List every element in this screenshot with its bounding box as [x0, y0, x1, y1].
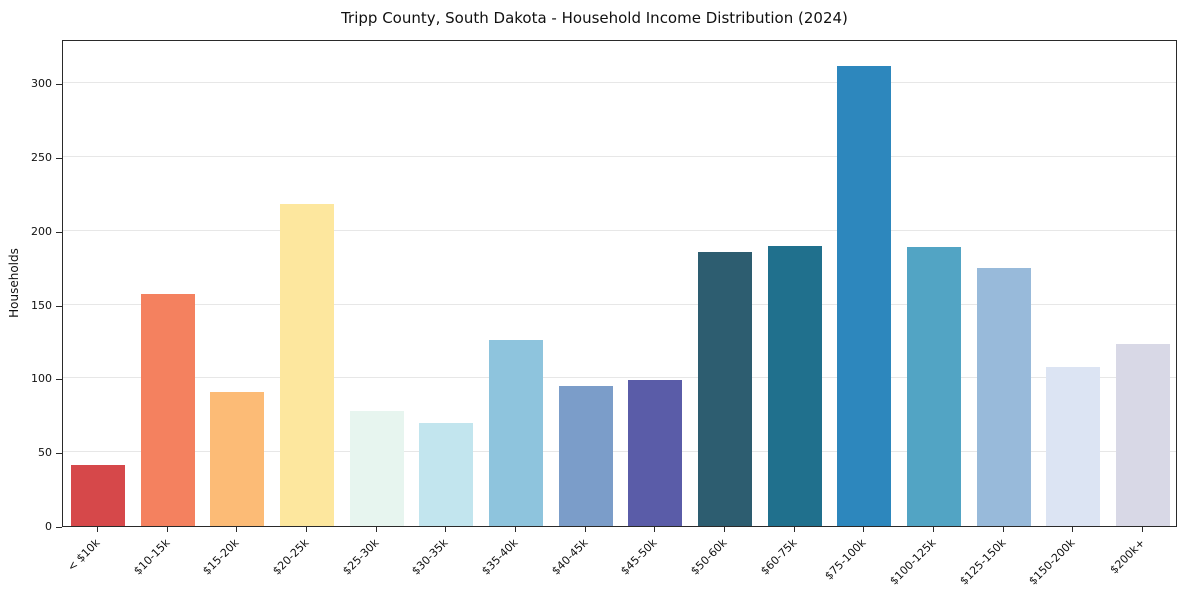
ytick-mark-200 [56, 232, 62, 233]
bar-$125-150k [977, 268, 1031, 526]
bar-$10-15k [141, 294, 195, 526]
gridline-y-300 [63, 82, 1176, 84]
ytick-label-200: 200 [31, 225, 52, 238]
ytick-label-250: 250 [31, 151, 52, 164]
bar-$45-50k [628, 380, 682, 526]
bar-$40-45k [559, 386, 613, 526]
ytick-label-50: 50 [38, 446, 52, 459]
xtick-mark-$50-60k [724, 527, 725, 532]
bar-< $10k [71, 465, 125, 526]
xtick-mark-$200k+ [1142, 527, 1143, 532]
ytick-mark-250 [56, 158, 62, 159]
y-axis-label: Households [7, 248, 21, 318]
bar-$200k+ [1116, 344, 1170, 526]
xtick-label-< $10k: < $10k [64, 536, 103, 574]
gridline-y-200 [63, 229, 1176, 231]
gridline-y-150 [63, 303, 1176, 305]
bar-$25-30k [350, 411, 404, 526]
bar-$30-35k [419, 423, 473, 526]
ytick-label-150: 150 [31, 299, 52, 312]
xtick-mark-< $10k [97, 527, 98, 532]
xtick-mark-$75-100k [863, 527, 864, 532]
xtick-mark-$35-40k [515, 527, 516, 532]
xtick-mark-$15-20k [236, 527, 237, 532]
bar-$35-40k [489, 340, 543, 526]
ytick-label-100: 100 [31, 372, 52, 385]
ytick-mark-100 [56, 379, 62, 380]
bar-$100-125k [907, 247, 961, 526]
ytick-mark-50 [56, 453, 62, 454]
ytick-label-300: 300 [31, 77, 52, 90]
bar-$20-25k [280, 204, 334, 526]
xtick-mark-$30-35k [445, 527, 446, 532]
xtick-mark-$125-150k [1003, 527, 1004, 532]
xtick-mark-$10-15k [167, 527, 168, 532]
ytick-mark-0 [56, 527, 62, 528]
xtick-mark-$40-45k [585, 527, 586, 532]
bar-$75-100k [837, 66, 891, 526]
plot-area [62, 40, 1177, 527]
ytick-mark-150 [56, 306, 62, 307]
chart-title: Tripp County, South Dakota - Household I… [341, 9, 848, 27]
gridline-y-100 [63, 377, 1176, 379]
xtick-mark-$150-200k [1072, 527, 1073, 532]
xtick-mark-$60-75k [794, 527, 795, 532]
bar-$150-200k [1046, 367, 1100, 526]
gridline-y-250 [63, 156, 1176, 158]
xtick-mark-$45-50k [654, 527, 655, 532]
ytick-mark-300 [56, 84, 62, 85]
bar-$50-60k [698, 252, 752, 526]
xtick-mark-$100-125k [933, 527, 934, 532]
ytick-label-0: 0 [45, 520, 52, 533]
gridline-y-50 [63, 451, 1176, 453]
bar-$60-75k [768, 246, 822, 526]
bar-$15-20k [210, 392, 264, 526]
xtick-mark-$20-25k [306, 527, 307, 532]
xtick-mark-$25-30k [376, 527, 377, 532]
